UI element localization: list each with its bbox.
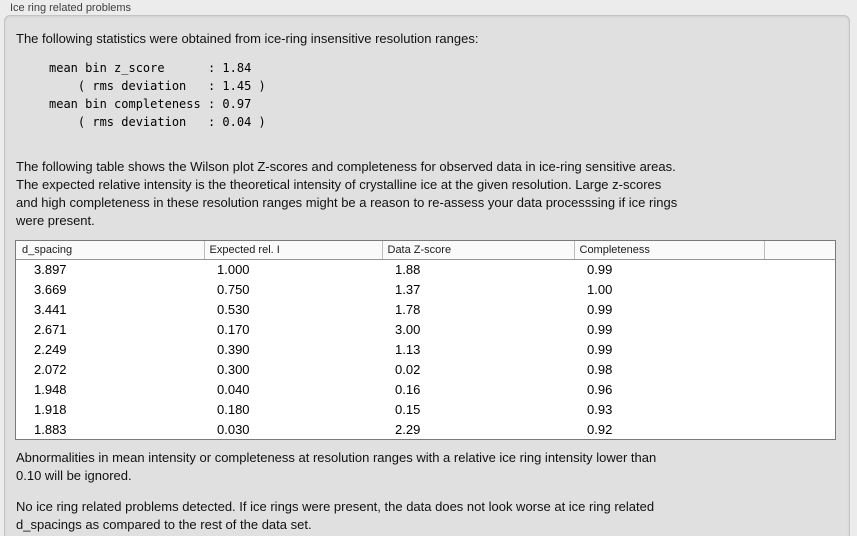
column-header[interactable] [763, 241, 835, 260]
intro-text: The following statistics were obtained f… [16, 31, 479, 46]
table-cell: 2.249 [16, 339, 204, 359]
table-cell [764, 399, 835, 419]
table-cell: 1.78 [382, 299, 574, 319]
table-cell: 1.000 [204, 259, 382, 279]
table-cell: 0.530 [204, 299, 382, 319]
stats-block: mean bin z_score : 1.84 ( rms deviation … [49, 61, 266, 129]
table-cell: 0.99 [574, 319, 764, 339]
table-row[interactable]: 1.883 0.030 2.29 0.92 [16, 419, 835, 439]
table-cell: 0.300 [204, 359, 382, 379]
table-header-row: d_spacing Expected rel. I Data Z-score Comp… [16, 241, 835, 260]
table-description: The following table shows the Wilson plo… [16, 159, 678, 228]
table-cell: 3.441 [16, 299, 204, 319]
table-row[interactable]: 1.948 0.040 0.16 0.96 [16, 379, 835, 399]
table-cell [764, 259, 835, 279]
table-cell: 0.170 [204, 319, 382, 339]
table-cell: 3.897 [16, 259, 204, 279]
table-cell: 0.040 [204, 379, 382, 399]
table-cell [764, 379, 835, 399]
column-header[interactable]: Completeness [573, 241, 764, 260]
table-cell: 2.671 [16, 319, 204, 339]
table-cell: 0.02 [382, 359, 574, 379]
table-row[interactable]: 3.897 1.000 1.88 0.99 [16, 259, 835, 279]
table-cell [764, 279, 835, 299]
table-cell: 1.948 [16, 379, 204, 399]
groupbox-title: Ice ring related problems [10, 2, 132, 14]
table-row[interactable]: 3.441 0.530 1.78 0.99 [16, 299, 835, 319]
table-row[interactable]: 3.669 0.750 1.37 1.00 [16, 279, 835, 299]
table-cell: 0.92 [574, 419, 764, 439]
table-cell: 0.180 [204, 399, 382, 419]
table-cell [764, 339, 835, 359]
table-cell: 2.072 [16, 359, 204, 379]
table-cell: 0.15 [382, 399, 574, 419]
column-header[interactable]: Data Z-score [381, 241, 574, 260]
table-cell: 0.99 [574, 259, 764, 279]
ice-ring-table[interactable]: d_spacing Expected rel. I Data Z-score Comp… [15, 240, 836, 440]
table-cell: 1.88 [382, 259, 574, 279]
table-cell: 1.918 [16, 399, 204, 419]
table-cell [764, 319, 835, 339]
table-cell: 3.00 [382, 319, 574, 339]
table-cell: 1.37 [382, 279, 574, 299]
table-cell: 0.750 [204, 279, 382, 299]
table-row[interactable]: 2.072 0.300 0.02 0.98 [16, 359, 835, 379]
table-cell: 1.00 [574, 279, 764, 299]
ignore-note: Abnormalities in mean intensity or compl… [16, 450, 657, 483]
column-header[interactable]: d_spacing [16, 241, 204, 260]
conclusion-text: No ice ring related problems detected. I… [16, 499, 655, 532]
table-cell: 1.883 [16, 419, 204, 439]
table-row[interactable]: 2.249 0.390 1.13 0.99 [16, 339, 835, 359]
table-cell: 2.29 [382, 419, 574, 439]
table-cell: 3.669 [16, 279, 204, 299]
table-cell: 0.93 [574, 399, 764, 419]
table-cell [764, 299, 835, 319]
table-cell: 0.030 [204, 419, 382, 439]
table-row[interactable]: 2.671 0.170 3.00 0.99 [16, 319, 835, 339]
table-cell: 0.16 [382, 379, 574, 399]
column-header[interactable]: Expected rel. I [203, 241, 382, 260]
table-row[interactable]: 1.918 0.180 0.15 0.93 [16, 399, 835, 419]
table-cell: 0.96 [574, 379, 764, 399]
table-cell: 1.13 [382, 339, 574, 359]
ice-ring-panel: The following statistics were obtained f… [4, 15, 850, 536]
table-cell: 0.99 [574, 339, 764, 359]
table-cell: 0.99 [574, 299, 764, 319]
table-cell [764, 419, 835, 439]
table-cell: 0.390 [204, 339, 382, 359]
table-cell [764, 359, 835, 379]
table-cell: 0.98 [574, 359, 764, 379]
